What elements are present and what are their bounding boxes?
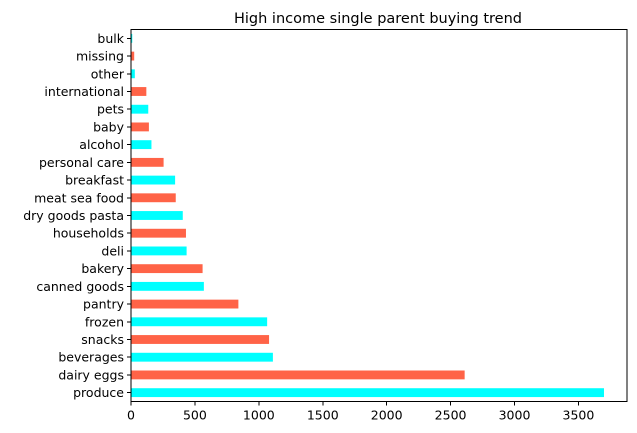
y-tick-label: pets (97, 102, 124, 117)
y-tick-label: pantry (83, 297, 125, 312)
y-axis: produce dairy eggs beverages snacks frozen pa… (23, 31, 131, 400)
y-tick-label: missing (76, 49, 124, 64)
bar-snacks (131, 335, 270, 344)
bar-missing (131, 51, 135, 61)
x-tick-label: 2500 (435, 408, 467, 423)
y-tick-label: alcohol (79, 137, 124, 152)
bar-international (131, 87, 147, 96)
bar-breakfast (131, 175, 176, 185)
y-tick-label: dry goods pasta (23, 208, 124, 223)
x-tick-label: 1000 (243, 408, 275, 423)
bar-personal-care (131, 157, 164, 167)
y-tick-label: baby (93, 119, 125, 134)
bar-bulk (131, 33, 133, 43)
x-tick-label: 3500 (563, 408, 595, 423)
bar-canned-goods (131, 281, 204, 291)
bars-group (131, 33, 604, 398)
x-tick-label: 3000 (499, 408, 531, 423)
bar-baby (131, 122, 149, 132)
y-tick-label: canned goods (36, 279, 124, 294)
y-tick-label: produce (73, 385, 124, 400)
bar-dry-goods-pasta (131, 211, 183, 220)
y-tick-label: international (44, 84, 124, 99)
x-axis: 0 500 1000 1500 2000 2500 3000 3500 (127, 401, 595, 423)
bar-pets (131, 104, 149, 114)
bar-beverages (131, 352, 273, 362)
y-tick-label: snacks (81, 332, 124, 347)
y-tick-label: frozen (85, 314, 124, 329)
y-tick-label: deli (101, 243, 124, 258)
y-tick-label: dairy eggs (58, 367, 124, 382)
y-tick-label: breakfast (65, 173, 124, 188)
bar-dairy-eggs (131, 370, 465, 380)
x-tick-label: 2000 (371, 408, 403, 423)
y-tick-label: bakery (81, 261, 124, 276)
y-tick-label: personal care (39, 155, 124, 170)
bar-pantry (131, 299, 239, 309)
bar-produce (131, 388, 604, 398)
bar-meat-sea-food (131, 193, 176, 203)
plot-frame (130, 29, 628, 402)
bar-other (131, 69, 135, 79)
x-tick-label: 500 (183, 408, 207, 423)
x-tick-label: 0 (127, 408, 135, 423)
bar-frozen (131, 317, 268, 327)
y-tick-label: meat sea food (34, 190, 124, 205)
bar-households (131, 228, 186, 238)
y-tick-label: other (91, 66, 125, 81)
bar-deli (131, 246, 187, 256)
bar-bakery (131, 264, 203, 274)
y-tick-label: households (53, 226, 124, 241)
chart-title: High income single parent buying trend (234, 11, 522, 27)
x-tick-label: 1500 (307, 408, 339, 423)
y-tick-label: beverages (58, 350, 124, 365)
bar-alcohol (131, 140, 152, 150)
y-tick-label: bulk (97, 31, 124, 46)
